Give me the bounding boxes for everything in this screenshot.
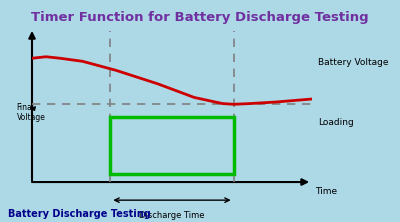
Text: Discharge Time: Discharge Time [139,211,205,220]
Bar [110,117,234,174]
Text: Battery Discharge Testing: Battery Discharge Testing [8,209,151,219]
Text: Timer Function for Battery Discharge Testing: Timer Function for Battery Discharge Tes… [31,11,369,24]
Text: Loading: Loading [318,118,354,127]
Text: Battery Voltage: Battery Voltage [318,58,388,67]
Text: Final
Voltage: Final Voltage [17,103,46,122]
Text: Time: Time [315,187,337,196]
